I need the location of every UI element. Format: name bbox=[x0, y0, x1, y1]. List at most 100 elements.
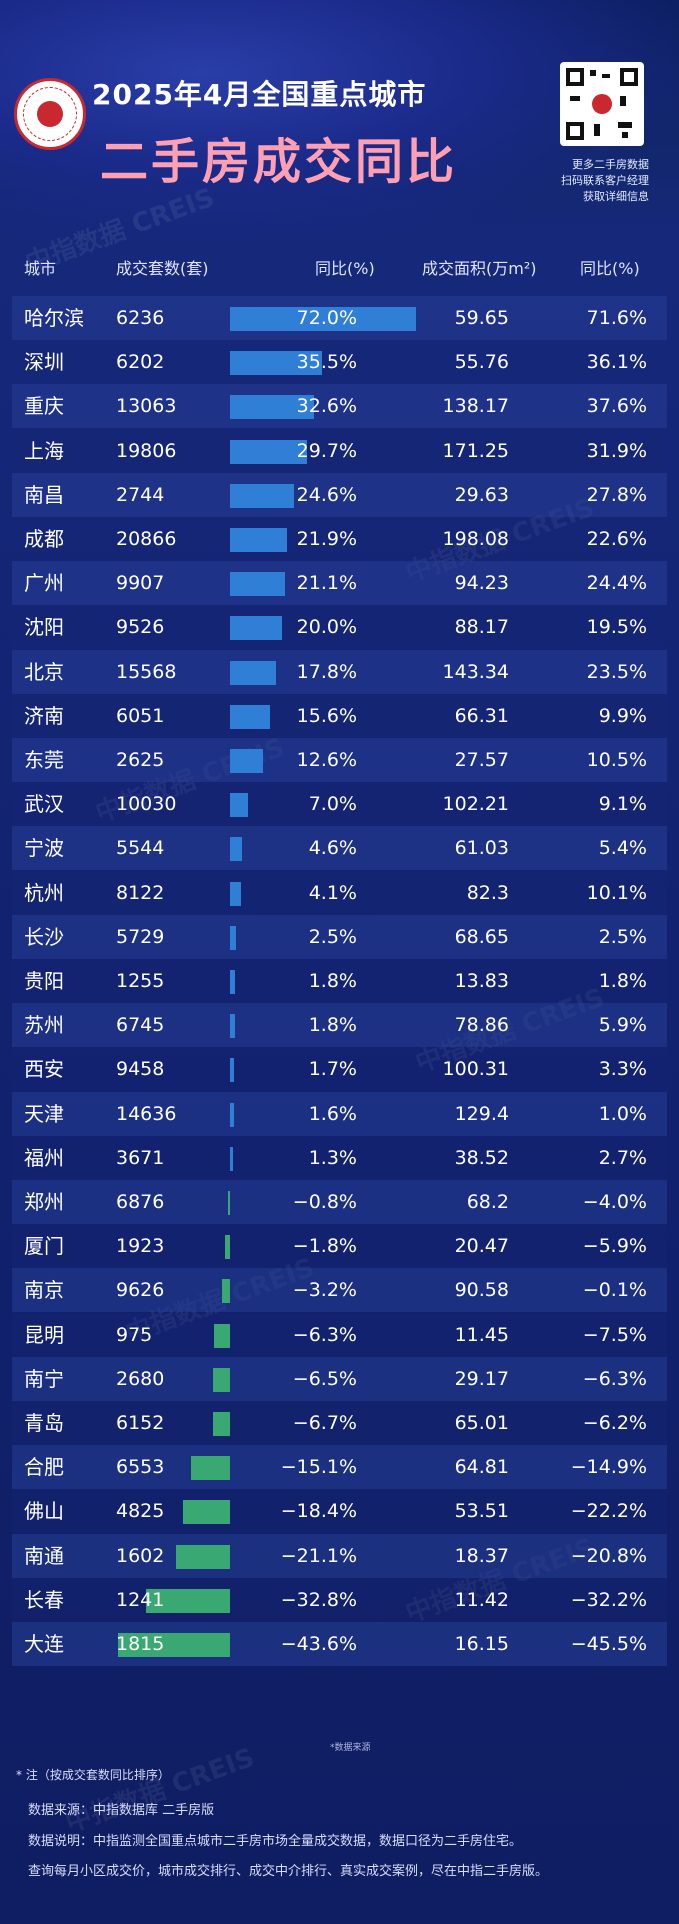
count-yoy-cell: −0.8% bbox=[292, 1191, 357, 1213]
yoy-bar bbox=[145, 1588, 230, 1613]
yoy-bar bbox=[230, 704, 271, 729]
count-cell: 8122 bbox=[116, 881, 165, 904]
area-yoy-cell: −32.2% bbox=[570, 1588, 647, 1611]
area-cell: 100.31 bbox=[442, 1058, 509, 1081]
city-cell: 武汉 bbox=[24, 792, 64, 817]
count-yoy-cell: −1.8% bbox=[292, 1235, 357, 1258]
title-line-1: 2025年4月全国重点城市 bbox=[92, 78, 427, 111]
city-cell: 南京 bbox=[24, 1278, 64, 1303]
area-yoy-cell: −6.3% bbox=[582, 1367, 647, 1390]
table-row: 贵阳 1255 1.8% 13.83 1.8% bbox=[12, 959, 667, 1003]
area-yoy-cell: −5.9% bbox=[582, 1235, 647, 1258]
area-yoy-cell: 10.5% bbox=[586, 749, 647, 771]
area-yoy-cell: −6.2% bbox=[582, 1412, 647, 1434]
count-yoy-cell: 15.6% bbox=[296, 704, 357, 727]
count-cell: 9626 bbox=[116, 1279, 165, 1302]
table-row: 南通 1602 −21.1% 18.37 −20.8% bbox=[12, 1533, 667, 1578]
city-cell: 福州 bbox=[24, 1145, 64, 1170]
area-yoy-cell: −14.9% bbox=[570, 1456, 647, 1479]
count-cell: 1815 bbox=[116, 1633, 165, 1655]
count-cell: 20866 bbox=[116, 528, 177, 550]
watermark: 中指数据 CREIS bbox=[61, 1742, 259, 1839]
table-row: 杭州 8122 4.1% 82.3 10.1% bbox=[12, 870, 667, 915]
area-cell: 66.31 bbox=[454, 704, 509, 727]
table-row: 南宁 2680 −6.5% 29.17 −6.3% bbox=[12, 1356, 667, 1401]
area-yoy-cell: 37.6% bbox=[586, 395, 647, 418]
yoy-bar bbox=[230, 572, 285, 597]
count-cell: 9526 bbox=[116, 616, 165, 639]
area-yoy-cell: 36.1% bbox=[586, 351, 647, 374]
area-yoy-cell: −20.8% bbox=[570, 1544, 647, 1567]
area-cell: 13.83 bbox=[454, 970, 509, 992]
count-cell: 6745 bbox=[116, 1014, 165, 1037]
city-cell: 济南 bbox=[24, 703, 64, 728]
footer-source: 数据来源：中指数据库 二手房版 bbox=[28, 1803, 215, 1818]
yoy-bar bbox=[221, 1279, 230, 1304]
count-yoy-cell: −43.6% bbox=[280, 1633, 357, 1655]
yoy-bar bbox=[118, 1633, 230, 1657]
city-cell: 深圳 bbox=[24, 350, 64, 375]
city-cell: 成都 bbox=[24, 527, 64, 551]
area-yoy-cell: 5.4% bbox=[598, 837, 647, 860]
city-cell: 南昌 bbox=[24, 482, 64, 507]
table-row: 青岛 6152 −6.7% 65.01 −6.2% bbox=[12, 1401, 667, 1445]
table-row: 苏州 6745 1.8% 78.86 5.9% bbox=[12, 1003, 667, 1048]
count-yoy-cell: 29.7% bbox=[296, 439, 357, 462]
city-cell: 广州 bbox=[24, 571, 64, 596]
city-cell: 哈尔滨 bbox=[24, 306, 84, 330]
count-yoy-cell: 72.0% bbox=[296, 307, 357, 329]
city-cell: 杭州 bbox=[24, 880, 64, 905]
area-cell: 78.86 bbox=[454, 1014, 509, 1037]
yoy-bar bbox=[230, 351, 322, 376]
table-row: 成都 20866 21.9% 198.08 22.6% bbox=[12, 517, 667, 561]
count-cell: 10030 bbox=[116, 793, 177, 816]
count-yoy-cell: −6.3% bbox=[292, 1323, 357, 1346]
yoy-bar bbox=[230, 970, 235, 994]
city-cell: 大连 bbox=[24, 1632, 64, 1656]
table-row: 合肥 6553 −15.1% 64.81 −14.9% bbox=[12, 1445, 667, 1490]
yoy-bar bbox=[230, 749, 263, 773]
title-line-2: 二手房成交同比 bbox=[100, 134, 458, 190]
yoy-bar bbox=[213, 1323, 230, 1348]
city-cell: 北京 bbox=[24, 659, 64, 684]
area-yoy-cell: 19.5% bbox=[586, 616, 647, 639]
area-cell: 53.51 bbox=[454, 1500, 509, 1523]
yoy-bar bbox=[182, 1500, 230, 1525]
count-cell: 1241 bbox=[116, 1588, 165, 1611]
qr-side-note: 更多二手房数据 扫码联系客户经理 获取详细信息 bbox=[561, 158, 649, 203]
count-yoy-cell: −6.5% bbox=[292, 1367, 357, 1390]
city-cell: 长沙 bbox=[24, 924, 64, 949]
city-cell: 东莞 bbox=[24, 748, 64, 772]
count-cell: 13063 bbox=[116, 395, 177, 418]
area-cell: 82.3 bbox=[466, 881, 509, 904]
yoy-bar bbox=[230, 1058, 235, 1083]
table-row: 广州 9907 21.1% 94.23 24.4% bbox=[12, 561, 667, 606]
count-yoy-cell: −6.7% bbox=[292, 1412, 357, 1434]
area-yoy-cell: 2.5% bbox=[598, 925, 647, 948]
table-row: 西安 9458 1.7% 100.31 3.3% bbox=[12, 1047, 667, 1092]
yoy-bar bbox=[230, 1146, 234, 1171]
area-cell: 143.34 bbox=[442, 660, 509, 683]
city-cell: 厦门 bbox=[24, 1234, 64, 1259]
area-yoy-cell: 9.1% bbox=[598, 793, 647, 816]
area-cell: 138.17 bbox=[442, 395, 509, 418]
count-cell: 5544 bbox=[116, 837, 165, 860]
count-cell: 6152 bbox=[116, 1412, 165, 1434]
count-cell: 6876 bbox=[116, 1191, 165, 1213]
table-row: 昆明 975 −6.3% 11.45 −7.5% bbox=[12, 1312, 667, 1357]
area-yoy-cell: 5.9% bbox=[598, 1014, 647, 1037]
qr-code-icon[interactable] bbox=[560, 62, 644, 146]
yoy-bar bbox=[230, 925, 237, 950]
count-yoy-cell: 7.0% bbox=[308, 793, 357, 816]
count-yoy-cell: 20.0% bbox=[296, 616, 357, 639]
table-row: 郑州 6876 −0.8% 68.2 −4.0% bbox=[12, 1180, 667, 1224]
area-cell: 88.17 bbox=[454, 616, 509, 639]
count-cell: 15568 bbox=[116, 660, 177, 683]
area-cell: 20.47 bbox=[454, 1235, 509, 1258]
area-yoy-cell: 1.8% bbox=[598, 970, 647, 992]
count-yoy-cell: 4.6% bbox=[308, 837, 357, 860]
area-cell: 11.42 bbox=[454, 1588, 509, 1611]
count-cell: 5729 bbox=[116, 925, 165, 948]
count-cell: 6553 bbox=[116, 1456, 165, 1479]
city-cell: 沈阳 bbox=[24, 615, 64, 640]
